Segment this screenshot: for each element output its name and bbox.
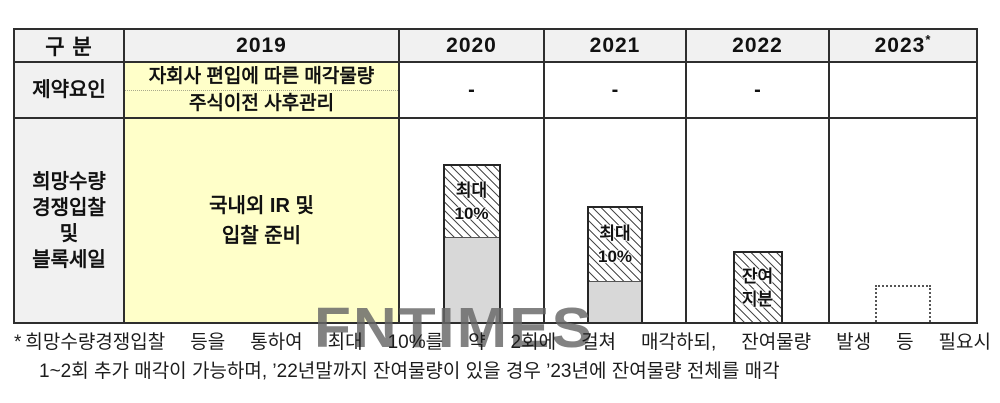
cell-constraints-2021: -: [543, 61, 687, 119]
footnote-line1: * 희망수량경쟁입찰 등을 통하여 최대 10%를 약 2회에 걸쳐 매각하되, …: [14, 329, 991, 357]
header-year-2023: 2023*: [828, 28, 978, 63]
bidding-label-line3: 및: [59, 222, 79, 245]
bar-2022-label-line2: 지분: [741, 289, 774, 309]
cell-constraints-2019: 자회사 편입에 따른 매각물량 주식이전 사후관리: [123, 61, 400, 119]
header-year-2023-text: 2023: [874, 33, 926, 57]
cell-bidding-2020: 최대 10%: [398, 117, 545, 324]
constraints-2019-line2: 주식이전 사후관리: [188, 92, 335, 114]
bar-2020-label-line2: 10%: [454, 203, 489, 223]
cell-bidding-2022: 잔여 지분: [685, 117, 830, 324]
header-year-2019: 2019: [123, 28, 400, 63]
cell-constraints-2023: [828, 61, 978, 119]
bar-2021-solid-segment: [589, 282, 641, 322]
bar-2020-label-line1: 최대: [455, 180, 488, 200]
divestment-schedule-table: 구 분 2019 2020 2021 2022 2023* 제약요인 자회사 편…: [13, 28, 978, 324]
footnote-line2: 1~2회 추가 매각이 가능하며, ’22년말까지 잔여물량이 있을 경우 ’2…: [39, 361, 780, 382]
footnote-line1-text: 희망수량경쟁입찰 등을 통하여 최대 10%를 약 2회에 걸쳐 매각하되, 잔…: [25, 332, 991, 353]
bidding-row: 희망수량 경쟁입찰 및 블록세일 국내외 IR 및 입찰 준비 최대 10% 최…: [13, 117, 978, 324]
bar-2023-dotted-outline: [875, 285, 931, 322]
table-header-row: 구 분 2019 2020 2021 2022 2023*: [13, 28, 978, 63]
cell-bidding-2023: [828, 117, 978, 324]
bar-2020-hatched-segment: 최대 10%: [444, 166, 499, 238]
cell-constraints-2022: -: [685, 61, 830, 119]
bidding-2019-line2: 입찰 준비: [221, 224, 302, 247]
footnote: * 희망수량경쟁입찰 등을 통하여 최대 10%를 약 2회에 걸쳐 매각하되, …: [14, 329, 991, 386]
bar-2021-label-line2: 10%: [597, 246, 633, 266]
bar-2021-label-line1: 최대: [599, 223, 631, 243]
bidding-label-line4: 블록세일: [32, 248, 106, 271]
header-footnote-marker: *: [925, 31, 932, 47]
bar-2021: 최대 10%: [587, 206, 643, 322]
header-year-2021: 2021: [543, 28, 687, 63]
footnote-marker: *: [14, 332, 22, 353]
bar-2022: 잔여 지분: [732, 251, 783, 322]
row-label-constraints: 제약요인: [13, 61, 125, 119]
bar-2021-hatched-segment: 최대 10%: [589, 208, 641, 282]
constraints-2019-line1: 자회사 편입에 따른 매각물량: [125, 64, 398, 91]
cell-bidding-2021: 최대 10%: [543, 117, 687, 324]
bar-2020: 최대 10%: [442, 164, 501, 322]
bidding-label-line1: 희망수량: [32, 170, 106, 193]
bidding-label-line2: 경쟁입찰: [32, 196, 106, 219]
bar-2020-solid-segment: [444, 238, 499, 322]
header-year-2022: 2022: [685, 28, 830, 63]
row-label-bidding: 희망수량 경쟁입찰 및 블록세일: [13, 117, 125, 324]
bar-2022-hatched-segment: 잔여 지분: [734, 253, 781, 322]
bidding-2019-line1: 국내외 IR 및: [209, 194, 314, 217]
header-year-2020: 2020: [398, 28, 545, 63]
cell-bidding-2019: 국내외 IR 및 입찰 준비: [123, 117, 400, 324]
bar-2022-label-line1: 잔여: [741, 266, 774, 286]
cell-constraints-2020: -: [398, 61, 545, 119]
header-category: 구 분: [13, 28, 125, 63]
constraints-row: 제약요인 자회사 편입에 따른 매각물량 주식이전 사후관리 - - -: [13, 61, 978, 119]
watermark-text: FNTIMES: [314, 296, 595, 360]
